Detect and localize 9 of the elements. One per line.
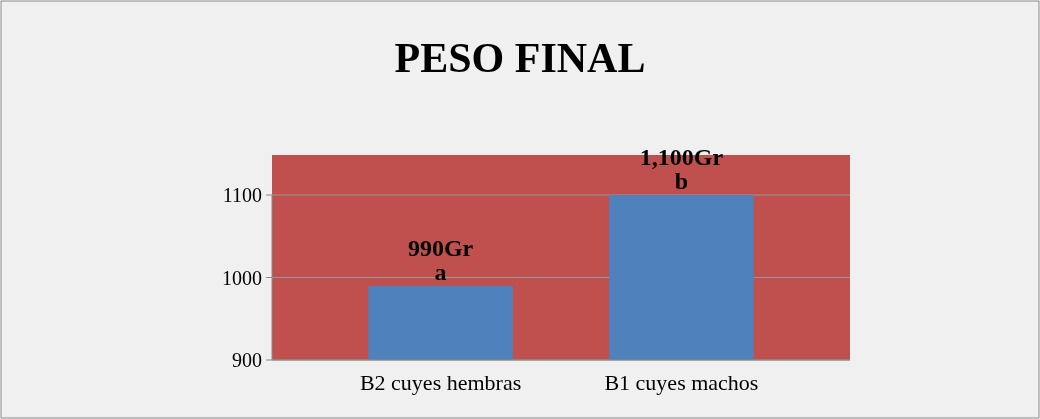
chart-title: PESO FINAL — [394, 35, 646, 81]
x-tick-label: B2 cuyes hembras — [359, 370, 522, 395]
x-tick-label: B1 cuyes machos — [604, 370, 759, 395]
data-label: 990Gr — [407, 234, 474, 261]
y-tick-label: 900 — [232, 349, 262, 371]
annotation: a — [434, 258, 447, 285]
y-tick-label: 1100 — [222, 184, 262, 206]
annotation: b — [674, 168, 689, 194]
y-tick-label: 1000 — [222, 266, 262, 289]
